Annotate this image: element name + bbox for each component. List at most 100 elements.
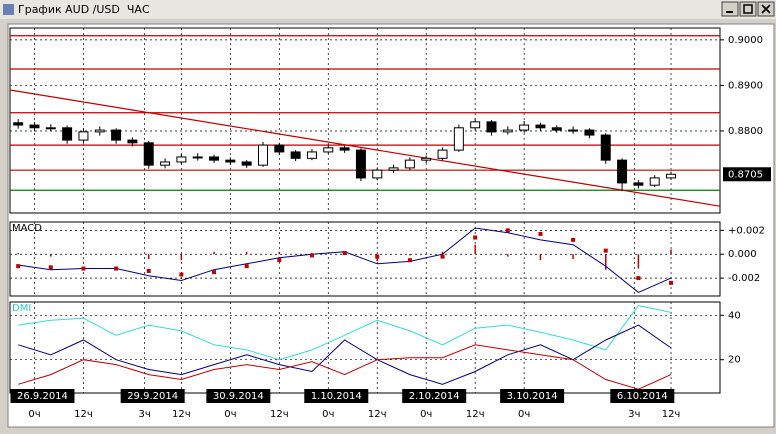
candle-body <box>176 156 187 163</box>
y-tick-label: 0.000 <box>728 249 757 260</box>
candle-body <box>388 167 399 171</box>
title-bar <box>0 0 776 19</box>
window-icon <box>3 4 14 15</box>
candle-body <box>111 129 122 141</box>
signal-dot <box>603 248 608 253</box>
signal-dot <box>309 253 314 258</box>
date-box <box>120 389 185 403</box>
candle-body <box>535 124 546 129</box>
candle-body <box>519 124 530 131</box>
last-price-label: 0.8705 <box>728 169 763 180</box>
signal-dot <box>407 258 412 263</box>
signal-dot <box>440 254 445 259</box>
candle-body <box>306 151 317 159</box>
x-tick-label: 0ч <box>224 409 236 420</box>
candle-body <box>274 144 285 153</box>
indicator-label: DMI <box>12 303 31 314</box>
candle-body <box>633 182 644 186</box>
date-box <box>610 389 675 403</box>
signal-dot <box>342 251 347 256</box>
panel-frame <box>9 301 721 394</box>
date-label: 26.9.2014 <box>17 391 68 402</box>
candle-body <box>600 134 611 161</box>
x-tick-label: 3ч <box>139 409 151 420</box>
candle-body <box>78 131 89 141</box>
candle-body <box>143 142 154 166</box>
date-label: 6.10.2014 <box>617 391 668 402</box>
x-tick-label: 0ч <box>322 409 334 420</box>
close-icon <box>761 4 771 14</box>
y-tick-label: 0.8900 <box>728 80 763 91</box>
plots: 0.9000 0.8900 0.8800 0.8705 +0.002 0.000 -0.00… <box>9 27 771 420</box>
candle-body <box>649 177 660 186</box>
candle-body <box>355 149 366 179</box>
candle-body <box>486 121 497 133</box>
signal-dot <box>538 231 543 236</box>
date-label: 1.10.2014 <box>311 391 362 402</box>
candle-body <box>127 139 138 144</box>
signal-dot <box>505 228 510 233</box>
signal-dot <box>277 258 282 263</box>
candle-body <box>29 124 40 129</box>
signal-dot <box>179 272 184 277</box>
x-tick-label: 0ч <box>420 409 432 420</box>
candle-body <box>13 122 24 126</box>
trend-line <box>9 89 721 207</box>
minimize-button[interactable] <box>721 1 739 17</box>
maximize-button[interactable] <box>739 1 757 17</box>
candle-body <box>209 156 220 161</box>
candle-body <box>421 157 432 161</box>
indicator-line <box>18 324 672 385</box>
candle-body <box>241 161 252 166</box>
candle-body <box>94 129 105 133</box>
y-tick-label: 0.9000 <box>728 35 763 46</box>
candle-body <box>617 159 628 184</box>
window-title: График AUD /USD ЧАС <box>18 3 150 16</box>
candle-body <box>453 127 464 151</box>
candle-body <box>45 127 56 130</box>
window-buttons[interactable] <box>721 1 775 17</box>
candle-body <box>339 147 350 151</box>
candle-body <box>160 161 171 166</box>
candle-body <box>437 149 448 159</box>
signal-dot <box>244 264 249 269</box>
x-tick-label: 12ч <box>74 409 93 420</box>
candle-body <box>62 127 73 141</box>
signal-dot <box>571 237 576 242</box>
candle-body <box>290 151 301 159</box>
signal-dot <box>16 264 21 269</box>
date-label: 2.10.2014 <box>409 391 460 402</box>
panel-frame <box>9 27 721 214</box>
signal-dot <box>375 254 380 259</box>
date-box <box>402 389 467 403</box>
candle-body <box>323 147 334 153</box>
signal-dot <box>212 270 217 275</box>
candle-body <box>225 159 236 163</box>
candle-body <box>584 129 595 136</box>
date-label: 3.10.2014 <box>507 391 558 402</box>
y-tick-label: 0.8800 <box>728 126 763 137</box>
candle-body <box>470 121 481 129</box>
signal-dot <box>81 266 86 271</box>
indicator-label: MACD <box>12 223 42 234</box>
candle-body <box>666 173 677 179</box>
date-label: 29.9.2014 <box>127 391 178 402</box>
signal-dot <box>114 266 119 271</box>
signal-dot <box>146 268 151 273</box>
candle-body <box>502 129 513 133</box>
candle-body <box>551 127 562 131</box>
x-tick-label: 12ч <box>368 409 387 420</box>
x-tick-label: 12ч <box>270 409 289 420</box>
candle-body <box>192 156 203 159</box>
x-tick-label: 0ч <box>28 409 40 420</box>
candle-body <box>258 144 268 166</box>
y-tick-label: +0.002 <box>728 225 765 236</box>
x-tick-label: 0ч <box>518 409 530 420</box>
x-tick-label: 12ч <box>662 409 681 420</box>
candle-body <box>372 169 383 179</box>
signal-dot <box>473 235 478 240</box>
y-tick-label: -0.002 <box>728 273 760 284</box>
x-tick-label: 3ч <box>628 409 640 420</box>
date-label: 30.9.2014 <box>213 391 264 402</box>
